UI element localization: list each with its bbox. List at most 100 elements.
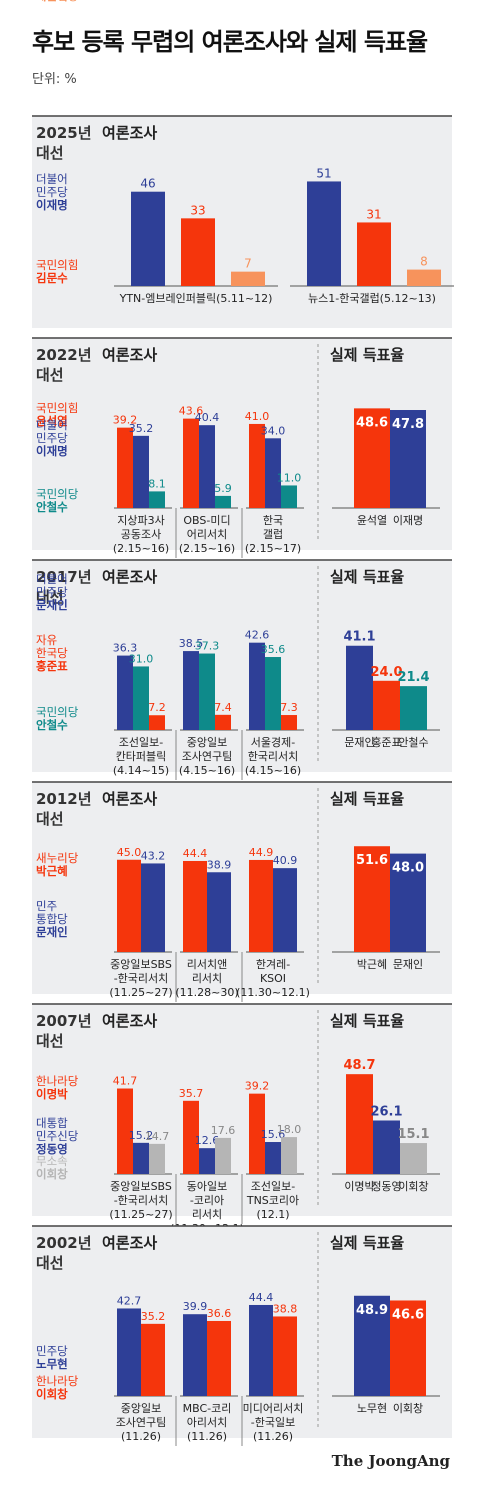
actual-value: 15.1 xyxy=(397,1127,429,1142)
election-type: 대선 xyxy=(36,1032,64,1050)
poll-title: 여론조사 xyxy=(102,1012,157,1030)
poll-value: 43.2 xyxy=(141,849,166,862)
election-year: 2017년 xyxy=(36,568,92,586)
actual-name: 이재명 xyxy=(393,514,423,527)
actual-value: 26.1 xyxy=(370,1104,402,1119)
poll-value: 7.2 xyxy=(148,701,166,714)
poll-bar xyxy=(199,1148,215,1174)
poll-label: (11.26) xyxy=(253,1430,293,1443)
poll-label: YTN-엠브레인퍼블릭(5.11~12) xyxy=(119,292,273,305)
poll-label: (2.15~17) xyxy=(245,542,301,555)
actual-name: 이회창 xyxy=(398,1180,428,1193)
poll-bar xyxy=(265,1142,281,1174)
poll-value: 43.6 xyxy=(179,405,204,418)
candidate-label: 홍준표 xyxy=(36,659,68,673)
candidate-label: 안철수 xyxy=(36,500,68,514)
candidate-label: 대통합 xyxy=(36,1116,68,1130)
actual-value: 48.9 xyxy=(356,1303,388,1318)
actual-bar xyxy=(390,853,426,952)
poll-value: 7.4 xyxy=(214,701,232,714)
poll-value: 7 xyxy=(244,257,252,271)
unit-label: 단위: % xyxy=(32,72,77,87)
candidate-label: 더불어 xyxy=(36,172,68,186)
candidate-label: 개혁신당 xyxy=(36,0,79,3)
election-year: 2007년 xyxy=(36,1012,92,1030)
poll-bar xyxy=(181,218,215,286)
poll-value: 35.7 xyxy=(179,1087,204,1100)
poll-bar xyxy=(183,651,199,730)
poll-bar xyxy=(183,860,207,952)
poll-bar xyxy=(215,714,231,730)
actual-name: 홍준표 xyxy=(371,735,401,749)
poll-title: 여론조사 xyxy=(102,1234,157,1252)
poll-value: 12.6 xyxy=(195,1134,220,1147)
poll-label: -코리아 xyxy=(190,1194,224,1207)
poll-label: (4.15~16) xyxy=(245,764,301,777)
poll-bar xyxy=(183,418,199,508)
actual-bar xyxy=(390,1300,426,1396)
actual-value: 21.4 xyxy=(397,670,429,685)
candidate-label: 국민의힘 xyxy=(36,258,78,272)
candidate-label: 새누리당 xyxy=(36,851,79,865)
poll-label: 리서치 xyxy=(192,972,222,985)
candidate-label: 이회창 xyxy=(36,1387,68,1401)
actual-bar xyxy=(354,1295,390,1396)
actual-value: 48.0 xyxy=(392,861,424,876)
poll-value: 34.0 xyxy=(261,424,286,437)
poll-label: 리서치 xyxy=(192,1208,222,1221)
poll-value: 36.3 xyxy=(113,642,138,655)
poll-bar xyxy=(133,666,149,730)
poll-label: (11.30~12.1) xyxy=(236,986,310,999)
poll-bar xyxy=(281,715,297,730)
actual-value: 46.6 xyxy=(392,1307,424,1322)
actual-value: 51.6 xyxy=(356,853,388,868)
poll-label: MBC-코리 xyxy=(183,1402,232,1415)
candidate-label: 민주당 xyxy=(36,431,68,445)
poll-bar xyxy=(307,181,341,286)
candidate-label: 문재인 xyxy=(36,598,68,612)
poll-value: 39.2 xyxy=(113,414,138,427)
actual-name: 이회창 xyxy=(393,1402,423,1415)
poll-bar xyxy=(131,191,165,286)
poll-bar xyxy=(117,427,133,508)
poll-value: 35.6 xyxy=(261,643,286,656)
poll-value: 44.4 xyxy=(249,1291,274,1304)
actual-bar xyxy=(390,410,426,508)
poll-value: 38.9 xyxy=(207,858,232,871)
candidate-label: 더불어 xyxy=(36,572,68,586)
poll-value: 15.6 xyxy=(261,1128,286,1141)
poll-title: 여론조사 xyxy=(102,568,157,586)
poll-label: 조사연구팀 xyxy=(116,1416,167,1429)
actual-bar xyxy=(400,686,427,730)
poll-value: 7.3 xyxy=(280,701,298,714)
candidate-label: 박근혜 xyxy=(36,864,68,878)
actual-bar xyxy=(373,680,400,730)
poll-value: 8.1 xyxy=(148,477,166,490)
poll-title: 여론조사 xyxy=(102,124,157,142)
actual-title: 실제 득표율 xyxy=(330,346,404,364)
actual-name: 이명박 xyxy=(344,1180,374,1193)
poll-bar xyxy=(199,653,215,730)
actual-bar xyxy=(346,645,373,730)
poll-value: 14.7 xyxy=(145,1130,170,1143)
candidate-label: 한나라당 xyxy=(36,1074,79,1088)
poll-label: 공동조사 xyxy=(121,528,161,541)
poll-bar xyxy=(407,269,441,286)
poll-bar xyxy=(149,1143,165,1174)
poll-label: 조선일보- xyxy=(119,735,163,749)
poll-label: (4.14~15) xyxy=(113,764,169,777)
candidate-label: 민주당 xyxy=(36,1344,68,1358)
poll-label: 갤럽 xyxy=(263,527,283,541)
poll-value: 35.2 xyxy=(141,1310,166,1323)
poll-label: 뉴스1-한국갤럽(5.12~13) xyxy=(308,291,436,305)
actual-bar xyxy=(346,1074,373,1174)
poll-title: 여론조사 xyxy=(102,346,157,364)
election-year: 2002년 xyxy=(36,1234,92,1252)
poll-bar xyxy=(149,715,165,730)
actual-name: 윤석열 xyxy=(357,514,387,527)
poll-bar xyxy=(273,868,297,952)
